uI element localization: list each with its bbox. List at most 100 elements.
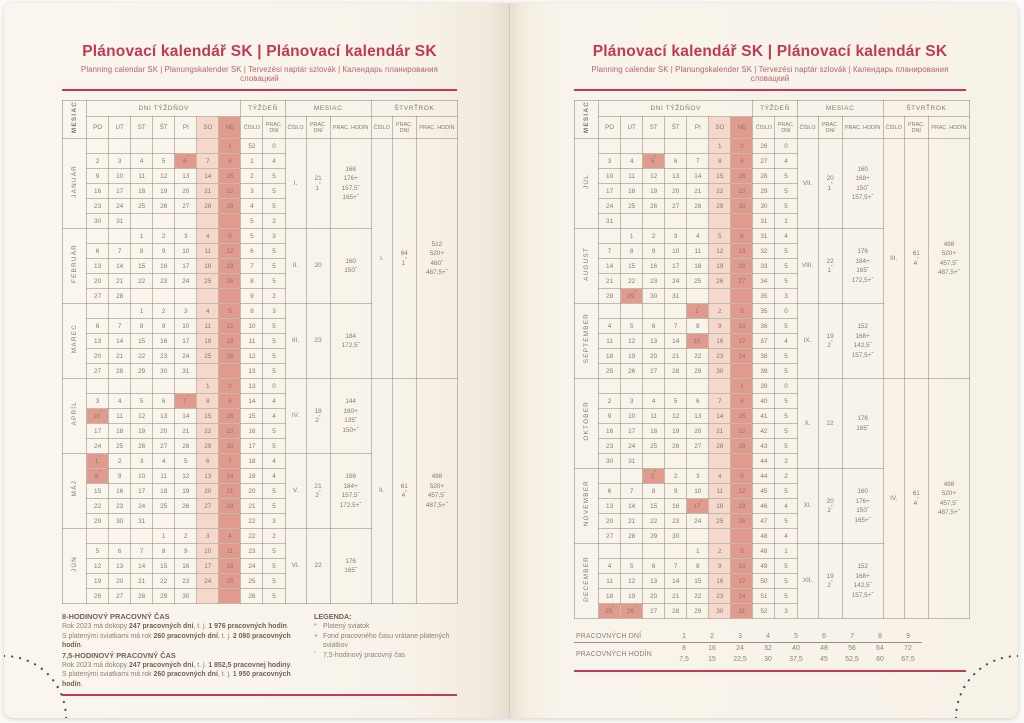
table-group-header: MESIAC DNI TÝŽDŇOV TÝŽDEŇ MESIAC ŠTVRŤRO… xyxy=(573,99,971,140)
day-cell xyxy=(218,588,242,605)
day-cell: 21 xyxy=(708,423,732,440)
day-cell: 10 xyxy=(730,318,754,335)
worktime-line: S platenými sviatkami má rok 260 pracovn… xyxy=(62,632,291,650)
day-cell xyxy=(218,513,242,530)
day-cell: 31 xyxy=(620,453,644,470)
week-number: 31 xyxy=(752,213,776,230)
day-cell xyxy=(642,453,666,470)
hours75-value: 15 xyxy=(708,656,716,664)
week-number: 3 xyxy=(240,183,264,200)
day-cell: 16 xyxy=(108,483,132,500)
day-cell: 17 xyxy=(620,423,644,440)
day-cell: 15 xyxy=(196,408,220,425)
day-cell: 12 xyxy=(86,558,110,575)
day-cell: 11 xyxy=(152,468,176,485)
day-cell xyxy=(664,543,688,560)
day-cell: 28 xyxy=(108,363,132,380)
day-cell: 17 xyxy=(174,333,198,350)
day-cell: 22 xyxy=(620,273,644,290)
day-cell: 4 xyxy=(108,393,132,410)
sub-header: ČÍSLO xyxy=(752,116,776,140)
week-workdays: 5 xyxy=(262,438,286,455)
day-cell: 1 xyxy=(196,378,220,395)
day-cell: 5 xyxy=(130,393,154,410)
week-workdays: 5 xyxy=(262,498,286,515)
week-row: 16 17 18 19 20 21 22 42 5 xyxy=(575,423,970,440)
day-cell: 3 xyxy=(598,153,622,170)
week-workdays: 0 xyxy=(774,138,798,155)
day-cell xyxy=(642,543,666,560)
month-number: I. xyxy=(284,138,307,230)
week-row: 9 10 11 12 13 14 15 2 5 xyxy=(63,168,458,185)
day-cell: 24 xyxy=(730,588,754,605)
month-hours: 160 150ˆ xyxy=(329,228,372,305)
hours8-value: 32 xyxy=(754,642,782,655)
day-cell: 7* xyxy=(174,393,198,410)
month-hours: 168 184+ 157,5ˆ 172,5+ˆ xyxy=(329,453,372,530)
hours8-value: 24 xyxy=(726,642,754,655)
day-cell: 16 xyxy=(86,183,110,200)
day-cell: 21 xyxy=(664,348,688,365)
hours8-value: 8 xyxy=(670,642,698,655)
week-workdays: 5 xyxy=(774,513,798,530)
month-hours: 160 176+ 150ˆ 165+ˆ xyxy=(841,468,884,545)
day-cell: 27 xyxy=(108,588,132,605)
day-cell: 7 xyxy=(218,453,242,470)
week-row: JÚL 1 2 26 0 VII. 20 1* 160 168+ 150ˆ 157,5+ˆ III. 61… xyxy=(573,138,971,380)
week-number: 23 xyxy=(240,543,264,560)
week-workdays: 5 xyxy=(262,318,286,335)
day-cell: 31 xyxy=(730,603,754,620)
workdays-value: 1 xyxy=(682,633,686,641)
day-cell: 31 xyxy=(174,363,198,380)
day-cell: 11 xyxy=(108,408,132,425)
col-tyzden: TÝŽDEŇ xyxy=(752,99,798,118)
day-cell: 27 xyxy=(86,288,110,305)
month-number: XII. xyxy=(796,543,819,620)
workdays-value: 9 xyxy=(906,633,910,641)
week-workdays: 3 xyxy=(774,288,798,305)
day-cell: 25 xyxy=(196,348,220,365)
day-cell: 11 xyxy=(620,168,644,185)
day-cell: 10 xyxy=(174,318,198,335)
month-hours: 152 168+ 142,5ˆ 157,5+ˆ xyxy=(841,543,884,620)
day-cell: 1 xyxy=(708,138,732,155)
day-cell: 7 xyxy=(620,483,644,500)
page-left: Plánovací kalendář SK | Plánovací kalend… xyxy=(4,3,512,718)
day-cell: 19 xyxy=(620,588,644,605)
day-cell: 7 xyxy=(196,153,220,170)
day-cell: 29 xyxy=(686,363,710,380)
legend: LEGENDA: * Platený sviatok + Fond pracov… xyxy=(314,612,454,689)
day-cell: 4 xyxy=(708,468,732,485)
day-cell: 1* xyxy=(686,303,710,320)
day-cell: 29 xyxy=(730,438,754,455)
day-cell: 18 xyxy=(152,483,176,500)
day-cell: 30 xyxy=(708,603,732,620)
week-number: 25 xyxy=(240,573,264,590)
day-header-4: PI xyxy=(686,116,710,140)
day-cell: 24 xyxy=(174,348,198,365)
day-cell xyxy=(686,528,710,545)
day-cell xyxy=(664,303,688,320)
day-cell: 13 xyxy=(686,408,710,425)
day-cell: 24 xyxy=(108,198,132,215)
page-right: Plánovací kalendář SK | Plánovací kalend… xyxy=(510,3,1018,718)
day-cell: 4 xyxy=(620,153,644,170)
day-cell: 3 xyxy=(686,468,710,485)
day-cell: 16 xyxy=(708,333,732,350)
day-cell: 2 xyxy=(218,378,242,395)
day-cell: 18 xyxy=(708,498,732,515)
day-cell: 10 xyxy=(174,243,198,260)
day-cell: 7 xyxy=(598,243,622,260)
day-cell: 15* xyxy=(686,333,710,350)
day-cell: 16 xyxy=(642,258,666,275)
day-cell: 12 xyxy=(174,468,198,485)
sub-header: PRAC. DNÍ xyxy=(774,116,798,140)
week-row: 23 24 25 26 27 28 29 4 5 xyxy=(63,198,458,215)
day-cell: 17 xyxy=(196,558,220,575)
month-name: DECEMBER xyxy=(573,543,600,620)
week-number: 7 xyxy=(240,258,264,275)
day-cell xyxy=(174,378,198,395)
day-cell: 27 xyxy=(152,438,176,455)
day-cell xyxy=(86,228,110,245)
day-cell: 1 xyxy=(686,543,710,560)
